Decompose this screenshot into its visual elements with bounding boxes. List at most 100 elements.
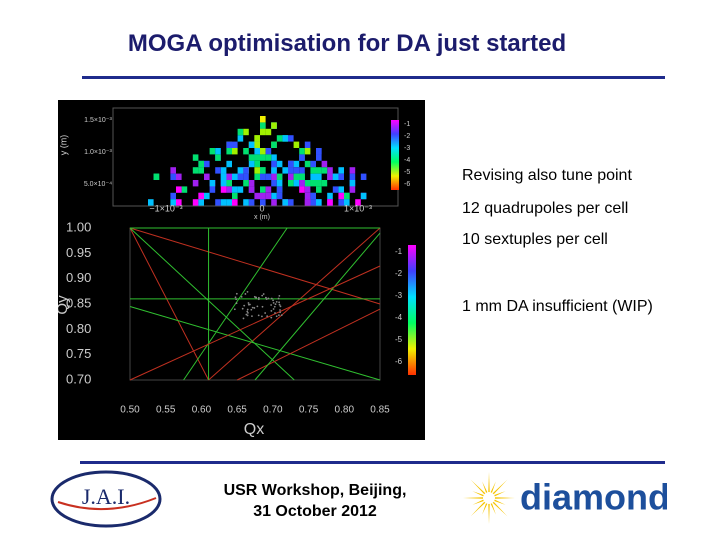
- tune-point: [251, 306, 254, 309]
- pixel: [226, 186, 232, 193]
- tune-point: [277, 297, 280, 300]
- pixel: [232, 148, 238, 155]
- tune-point: [249, 303, 251, 306]
- pixel: [215, 154, 221, 161]
- pixel: [293, 160, 300, 168]
- pixel: [276, 173, 283, 180]
- tune-point: [235, 298, 238, 301]
- pixel: [226, 148, 232, 155]
- pixel: [198, 160, 204, 168]
- pixel: [310, 192, 316, 200]
- colorbar: [408, 245, 416, 375]
- pixel: [316, 180, 322, 187]
- tune-point: [278, 294, 281, 297]
- colorbar: [391, 120, 399, 190]
- pixel: [243, 173, 249, 180]
- pixel: [220, 199, 227, 206]
- tune-point: [277, 314, 280, 317]
- pixel: [276, 180, 283, 187]
- pixel: [338, 192, 344, 200]
- pixel: [254, 141, 260, 148]
- logo-star: [463, 472, 515, 524]
- pixel: [237, 186, 244, 193]
- pixel: [181, 186, 188, 193]
- pixel: [288, 135, 294, 142]
- tune-point: [279, 305, 282, 308]
- tune-point: [233, 308, 236, 311]
- tune-point: [257, 314, 260, 317]
- pixel: [310, 180, 316, 187]
- pixel: [243, 199, 249, 206]
- pixel: [360, 173, 367, 180]
- logo-text: J.A.I.: [82, 484, 130, 509]
- pixel: [248, 199, 255, 206]
- pixel: [170, 192, 176, 200]
- pixel: [288, 199, 294, 206]
- pixel: [254, 192, 260, 200]
- tick-label: -2: [395, 269, 403, 278]
- pixel: [220, 167, 227, 174]
- jai-logo: J.A.I.: [50, 470, 162, 528]
- pixel: [293, 180, 300, 187]
- title-rule: [82, 76, 665, 79]
- pixel: [316, 186, 322, 193]
- tick-label: -3: [395, 291, 403, 300]
- tune-point: [275, 300, 278, 303]
- pixel: [248, 154, 255, 161]
- pixel: [226, 180, 232, 187]
- pixel: [310, 160, 316, 168]
- pixel: [321, 160, 328, 168]
- tick-label: -6: [404, 181, 410, 188]
- tick-label: 0.85: [370, 405, 390, 416]
- pixel: [243, 167, 249, 174]
- pixel: [304, 186, 311, 193]
- pixel: [176, 173, 182, 180]
- pixel: [271, 141, 277, 148]
- pixel: [260, 128, 266, 136]
- pixel: [271, 154, 277, 161]
- star-ray: [470, 498, 489, 517]
- pixel: [316, 199, 322, 206]
- logo-text: diamond: [520, 477, 667, 518]
- tick-label: 0.80: [335, 405, 355, 416]
- footer-rule: [80, 461, 665, 464]
- pixel: [243, 128, 249, 136]
- resonance-line: [208, 227, 381, 381]
- pixel: [282, 135, 288, 142]
- star-ray: [488, 472, 490, 498]
- pixel: [338, 186, 344, 193]
- pixel: [260, 122, 266, 129]
- pixel: [215, 167, 221, 174]
- axis-label: Qx: [244, 421, 264, 438]
- pixel: [209, 186, 216, 193]
- tune-point: [261, 294, 264, 297]
- pixel: [288, 160, 294, 168]
- tune-point: [246, 308, 249, 311]
- pixel: [170, 167, 176, 174]
- tune-point: [275, 315, 278, 318]
- pixel: [192, 199, 199, 206]
- tick-label: 0.65: [227, 405, 247, 416]
- footer-date: 31 October 2012: [253, 503, 377, 520]
- pixel: [232, 186, 238, 193]
- resonance-line: [236, 308, 381, 381]
- tick-label: 0.75: [299, 405, 319, 416]
- pixel: [293, 141, 300, 148]
- logo-swoosh: [57, 497, 157, 511]
- pixel: [226, 199, 232, 206]
- tick-label: 1×10⁻³: [344, 203, 372, 213]
- pixel: [204, 173, 210, 180]
- star-ray: [488, 498, 490, 524]
- pixel: [265, 128, 272, 136]
- pixel: [265, 173, 272, 180]
- resonance-line: [129, 306, 381, 381]
- resonance-line: [183, 227, 288, 381]
- pixel: [170, 173, 176, 180]
- resonance-line: [129, 227, 295, 381]
- tune-point: [270, 316, 273, 319]
- tune-point: [253, 295, 256, 298]
- pixel: [226, 141, 232, 148]
- tune-point: [279, 309, 281, 311]
- pixel: [338, 167, 344, 174]
- axis-label: x (m): [254, 214, 270, 221]
